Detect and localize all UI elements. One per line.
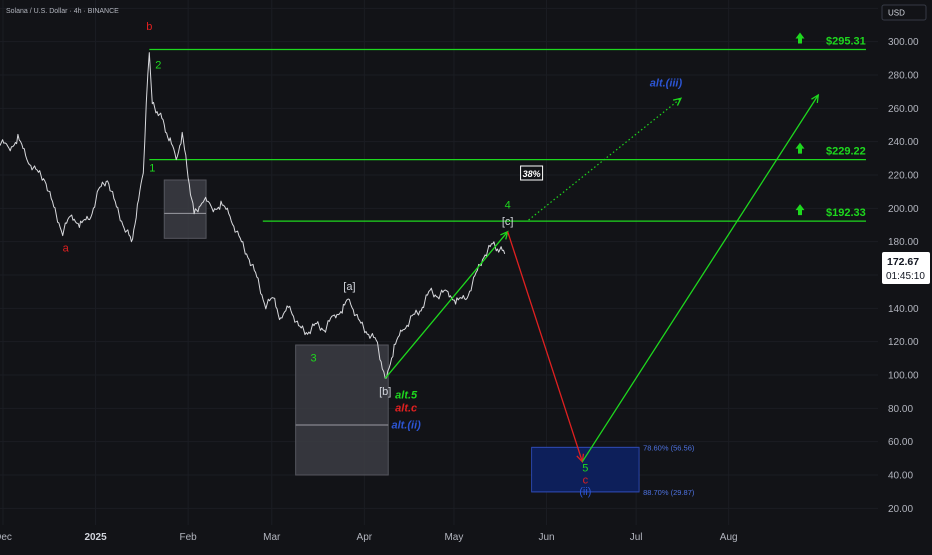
wave-label: (ii) xyxy=(579,486,591,498)
percent-label: 38% xyxy=(523,169,541,179)
annotations-layer: b a 2 1 3 4 [c] [a] [b] alt.5 alt.c alt.(ii) alt.(ii… xyxy=(63,21,683,498)
projection-line xyxy=(581,94,819,463)
level-label: $229.22 xyxy=(826,146,866,158)
wave-label: [a] xyxy=(343,281,355,293)
zones-layer: 78.60% (56.56) 88.70% (29.87) xyxy=(163,179,695,497)
price-tick-label: 200.00 xyxy=(888,204,919,215)
projection-line xyxy=(384,231,509,379)
time-tick-label: 2025 xyxy=(84,532,107,543)
wave-label: [c] xyxy=(502,216,514,228)
level-label: $192.33 xyxy=(826,207,866,219)
price-tick-label: 20.00 xyxy=(888,504,913,515)
price-tick-label: 240.00 xyxy=(888,137,919,148)
projection-arrowhead xyxy=(576,453,585,464)
target-zone xyxy=(531,446,640,493)
support-zone xyxy=(163,179,207,239)
time-tick-label: Jul xyxy=(630,532,643,543)
price-tick-label: 140.00 xyxy=(888,304,919,315)
projection-line xyxy=(528,97,682,221)
support-zone xyxy=(295,344,389,476)
price-tick-label: 260.00 xyxy=(888,104,919,115)
arrow-up-icon xyxy=(795,32,805,44)
price-tick-label: 60.00 xyxy=(888,437,913,448)
price-tick-label: 280.00 xyxy=(888,71,919,82)
wave-label: 3 xyxy=(311,353,317,365)
price-tick-label: 80.00 xyxy=(888,404,913,415)
wave-label: alt.5 xyxy=(395,389,418,401)
currency-box[interactable] xyxy=(881,4,927,21)
time-tick-label: Mar xyxy=(263,532,281,543)
levels-layer: $295.31 $229.22 $192.33 xyxy=(149,32,866,222)
current-price: 172.67 xyxy=(887,256,919,268)
wave-label: 2 xyxy=(155,59,161,71)
price-layer xyxy=(0,52,506,379)
wave-label: alt.c xyxy=(395,403,417,415)
arrow-up-icon xyxy=(795,142,805,154)
wave-label: a xyxy=(63,243,70,255)
wave-label: [b] xyxy=(379,386,391,398)
time-tick-label: Dec xyxy=(0,532,12,543)
projection-arrowhead xyxy=(811,93,820,104)
time-axis-labels: Dec 2025 Feb Mar Apr May Jun Jul Aug xyxy=(0,532,738,543)
wave-label: b xyxy=(146,21,152,33)
symbol-title: Solana / U.S. Dollar · 4h · BINANCE xyxy=(6,8,119,15)
projection-line xyxy=(507,231,583,462)
time-axis[interactable] xyxy=(0,525,932,550)
fib-label: 88.70% (29.87) xyxy=(643,488,695,497)
wave-label: 4 xyxy=(505,199,511,211)
wave-label: alt.(iii) xyxy=(650,78,683,90)
arrow-up-icon xyxy=(795,204,805,216)
level-label: $295.31 xyxy=(826,35,866,47)
grid-layer xyxy=(0,0,878,525)
price-tick-label: 40.00 xyxy=(888,471,913,482)
wave-label: alt.(ii) xyxy=(391,419,421,431)
projection-arrowhead xyxy=(672,97,683,106)
time-tick-label: Aug xyxy=(720,532,738,543)
projections-layer xyxy=(384,93,820,464)
price-tick-label: 220.00 xyxy=(888,171,919,182)
time-tick-label: Apr xyxy=(357,532,373,543)
currency-label: USD xyxy=(888,9,905,18)
price-tick-label: 180.00 xyxy=(888,237,919,248)
current-price-tag: 172.67 01:45:10 xyxy=(882,252,930,284)
percent-box xyxy=(520,165,544,181)
price-tick-label: 120.00 xyxy=(888,337,919,348)
time-tick-label: Jun xyxy=(538,532,554,543)
price-line xyxy=(0,52,506,379)
bar-countdown: 01:45:10 xyxy=(886,271,925,282)
price-tick-label: 300.00 xyxy=(888,37,919,48)
price-tick-label: 100.00 xyxy=(888,371,919,382)
wave-label: 1 xyxy=(149,163,155,175)
wave-label: 5 xyxy=(582,463,588,475)
time-tick-label: May xyxy=(444,532,463,543)
wave-label: c xyxy=(583,474,589,486)
time-tick-label: Feb xyxy=(180,532,198,543)
fib-label: 78.60% (56.56) xyxy=(643,443,695,452)
